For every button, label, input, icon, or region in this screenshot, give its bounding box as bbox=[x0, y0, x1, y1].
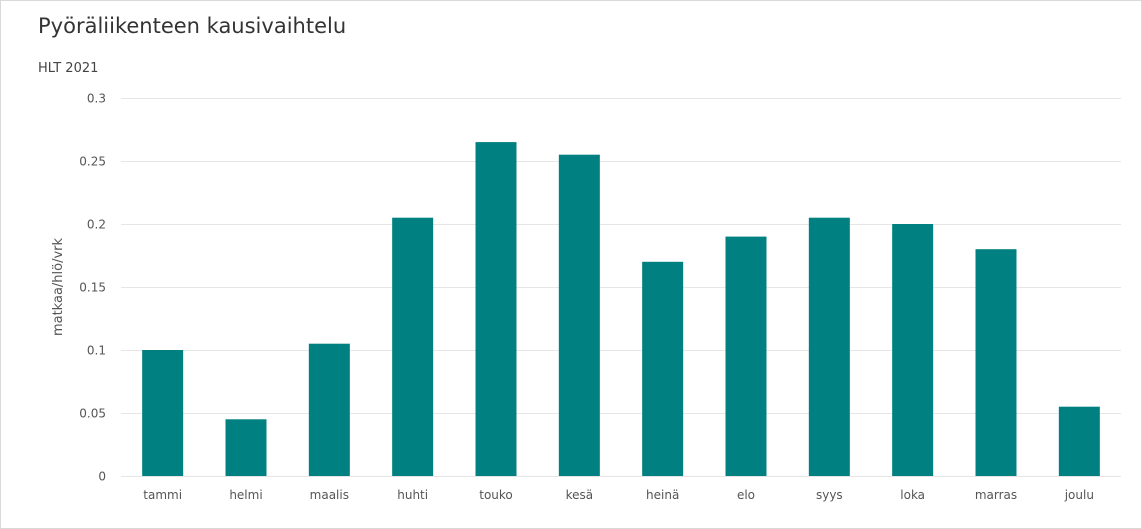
bar-helmi[interactable] bbox=[225, 419, 267, 476]
y-tick-label: 0 bbox=[98, 470, 106, 484]
bar-joulu[interactable] bbox=[1058, 406, 1100, 476]
y-axis-label: matkaa/hlö/vrk bbox=[51, 237, 66, 336]
x-tick-label: huhti bbox=[397, 488, 428, 502]
bar-heinä[interactable] bbox=[642, 261, 684, 476]
x-tick-label: helmi bbox=[229, 488, 262, 502]
x-tick-label: tammi bbox=[143, 488, 182, 502]
bar-loka[interactable] bbox=[892, 224, 934, 476]
y-axis-ticks: 0 0.05 0.1 0.15 0.2 0.25 0.3 bbox=[79, 92, 106, 484]
x-tick-label: syys bbox=[816, 488, 843, 502]
y-tick-label: 0.2 bbox=[87, 218, 106, 232]
x-axis-ticks: tammi helmi maalis huhti touko kesä heinä elo sy… bbox=[143, 488, 1094, 502]
y-tick-label: 0.1 bbox=[87, 344, 106, 358]
grid-lines bbox=[121, 98, 1121, 477]
bar-tammi[interactable] bbox=[142, 350, 184, 476]
y-tick-label: 0.15 bbox=[79, 281, 106, 295]
x-tick-label: kesä bbox=[566, 488, 594, 502]
bar-marras[interactable] bbox=[975, 249, 1017, 476]
x-tick-label: elo bbox=[737, 488, 755, 502]
bars bbox=[142, 142, 1100, 476]
x-tick-label: loka bbox=[900, 488, 925, 502]
x-tick-label: joulu bbox=[1064, 488, 1094, 502]
bar-syys[interactable] bbox=[808, 217, 850, 476]
x-tick-label: touko bbox=[479, 488, 513, 502]
bar-touko[interactable] bbox=[475, 142, 517, 476]
y-tick-label: 0.05 bbox=[79, 407, 106, 421]
bar-elo[interactable] bbox=[725, 236, 767, 476]
x-tick-label: marras bbox=[975, 488, 1017, 502]
bar-huhti[interactable] bbox=[392, 217, 434, 476]
chart-subtitle: HLT 2021 bbox=[38, 61, 99, 76]
x-tick-label: maalis bbox=[310, 488, 349, 502]
y-tick-label: 0.25 bbox=[79, 155, 106, 169]
bar-maalis[interactable] bbox=[308, 343, 350, 476]
chart-title: Pyöräliikenteen kausivaihtelu bbox=[38, 14, 347, 38]
y-tick-label: 0.3 bbox=[87, 92, 106, 106]
x-tick-label: heinä bbox=[646, 488, 679, 502]
bar-kesä[interactable] bbox=[558, 154, 600, 476]
